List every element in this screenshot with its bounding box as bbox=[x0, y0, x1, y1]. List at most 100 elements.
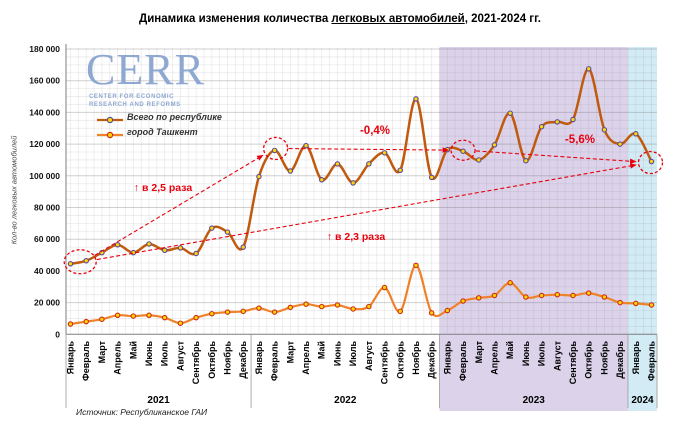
chart-title-underlined: легковых автомобилей bbox=[331, 13, 465, 25]
band-2024 bbox=[627, 47, 657, 411]
data-point-marker bbox=[193, 314, 199, 321]
data-point-marker bbox=[507, 110, 513, 116]
data-point-marker bbox=[413, 96, 419, 102]
data-point-marker bbox=[287, 304, 294, 311]
data-point-marker bbox=[366, 303, 372, 310]
x-tick-label: Декабрь bbox=[615, 341, 625, 379]
x-tick-label: Май bbox=[128, 341, 138, 359]
x-tick-label: Январь bbox=[66, 341, 76, 375]
annotation-label-ratio-23: ↑ в 2,3 раза bbox=[327, 231, 386, 243]
x-tick-label: Январь bbox=[631, 341, 641, 375]
data-point-marker bbox=[224, 309, 231, 315]
x-tick-label: Сентябрь bbox=[191, 341, 201, 385]
data-point-marker bbox=[601, 294, 608, 300]
data-point-marker bbox=[538, 123, 545, 130]
cerr-logo-text: CERR bbox=[86, 45, 205, 94]
data-point-marker bbox=[114, 241, 121, 248]
x-tick-label: Сентябрь bbox=[568, 341, 578, 385]
y-tick-label: 120 000 bbox=[29, 139, 60, 149]
data-point-marker bbox=[350, 180, 356, 186]
data-point-marker bbox=[397, 308, 404, 315]
legend-item-tashkent: город Ташкент bbox=[97, 124, 222, 139]
x-tick-label: Февраль bbox=[81, 341, 91, 381]
data-point-marker bbox=[303, 142, 309, 149]
data-point-marker bbox=[585, 66, 592, 72]
data-point-marker bbox=[130, 249, 137, 256]
data-point-marker bbox=[334, 302, 341, 308]
y-tick-label: 60 000 bbox=[34, 234, 60, 244]
data-point-marker bbox=[318, 177, 325, 183]
cerr-logo-subtitle-line1: CENTER FOR ECONOMIC bbox=[89, 94, 175, 100]
x-tick-label: Июнь bbox=[144, 341, 154, 367]
year-label: 2021 bbox=[147, 395, 170, 406]
data-point-marker bbox=[633, 300, 639, 307]
y-tick-label: 40 000 bbox=[34, 266, 60, 276]
data-point-marker bbox=[523, 157, 529, 164]
data-point-marker bbox=[99, 316, 105, 322]
x-tick-label: Октябрь bbox=[395, 341, 405, 379]
x-tick-label: Ноябрь bbox=[411, 341, 421, 375]
data-point-marker bbox=[507, 280, 513, 286]
data-point-marker bbox=[648, 302, 655, 308]
data-point-marker bbox=[318, 303, 325, 310]
data-point-marker bbox=[83, 258, 89, 264]
x-tick-label: Июнь bbox=[521, 341, 531, 367]
data-point-marker bbox=[67, 261, 74, 267]
y-tick-label: 160 000 bbox=[29, 76, 60, 86]
data-point-marker bbox=[256, 173, 262, 180]
annotation-line-ratio-25 bbox=[94, 154, 264, 256]
data-point-marker bbox=[460, 148, 466, 154]
year-label: 2022 bbox=[334, 395, 357, 406]
data-point-marker bbox=[554, 119, 561, 125]
legend-line-marker-icon bbox=[97, 127, 123, 138]
legend: Всего по республике город Ташкент bbox=[97, 109, 222, 139]
x-tick-label: Декабрь bbox=[427, 341, 437, 379]
x-tick-label: Октябрь bbox=[207, 341, 217, 379]
data-point-marker bbox=[240, 308, 246, 315]
data-point-marker bbox=[146, 241, 152, 247]
data-point-marker bbox=[476, 295, 482, 301]
data-point-marker bbox=[161, 314, 168, 321]
x-tick-label: Апрель bbox=[113, 341, 123, 375]
data-point-marker bbox=[648, 158, 655, 165]
annotation-line-pct-04 bbox=[288, 147, 450, 153]
data-point-marker bbox=[460, 298, 466, 304]
data-point-marker bbox=[381, 150, 388, 156]
x-tick-label: Апрель bbox=[489, 341, 499, 375]
data-point-marker bbox=[177, 320, 184, 326]
x-tick-label: Январь bbox=[442, 341, 452, 375]
legend-icon-svg bbox=[97, 131, 123, 138]
legend-label-tashkent: город Ташкент bbox=[127, 126, 198, 137]
data-point-marker bbox=[209, 225, 215, 231]
data-point-marker bbox=[617, 141, 623, 147]
chart-title-post: , 2021-2024 гг. bbox=[464, 13, 541, 25]
cerr-logo-subtitle: CENTER FOR ECONOMIC RESEARCH AND REFORMS bbox=[86, 94, 205, 109]
chart-title: Динамика изменения количества легковых а… bbox=[0, 13, 680, 25]
x-tick-label: Май bbox=[505, 341, 515, 359]
data-point-marker bbox=[114, 312, 121, 319]
data-point-marker bbox=[366, 161, 372, 167]
data-point-marker bbox=[476, 157, 482, 163]
data-point-marker bbox=[271, 147, 278, 154]
data-point-marker bbox=[491, 142, 498, 148]
x-tick-label: Декабрь bbox=[238, 341, 248, 379]
data-point-marker bbox=[397, 167, 404, 174]
series-markers-tashkent bbox=[67, 262, 655, 327]
y-tick-label: 80 000 bbox=[34, 203, 60, 213]
legend-item-total: Всего по республике bbox=[97, 109, 222, 124]
data-point-marker bbox=[193, 250, 199, 257]
data-point-marker bbox=[130, 313, 137, 319]
data-point-marker bbox=[287, 168, 294, 174]
x-tick-label: Август bbox=[175, 340, 185, 371]
x-tick-label: Январь bbox=[254, 341, 264, 375]
x-tick-label: Апрель bbox=[301, 341, 311, 375]
legend-label-total: Всего по республике bbox=[127, 111, 222, 122]
x-tick-label: Февраль bbox=[270, 341, 280, 381]
x-tick-label: Март bbox=[285, 340, 295, 363]
data-point-marker bbox=[554, 291, 561, 298]
year-label: 2024 bbox=[631, 395, 654, 406]
cerr-logo-subtitle-line2: RESEARCH AND REFORMS bbox=[89, 101, 181, 108]
data-point-marker bbox=[601, 127, 608, 133]
